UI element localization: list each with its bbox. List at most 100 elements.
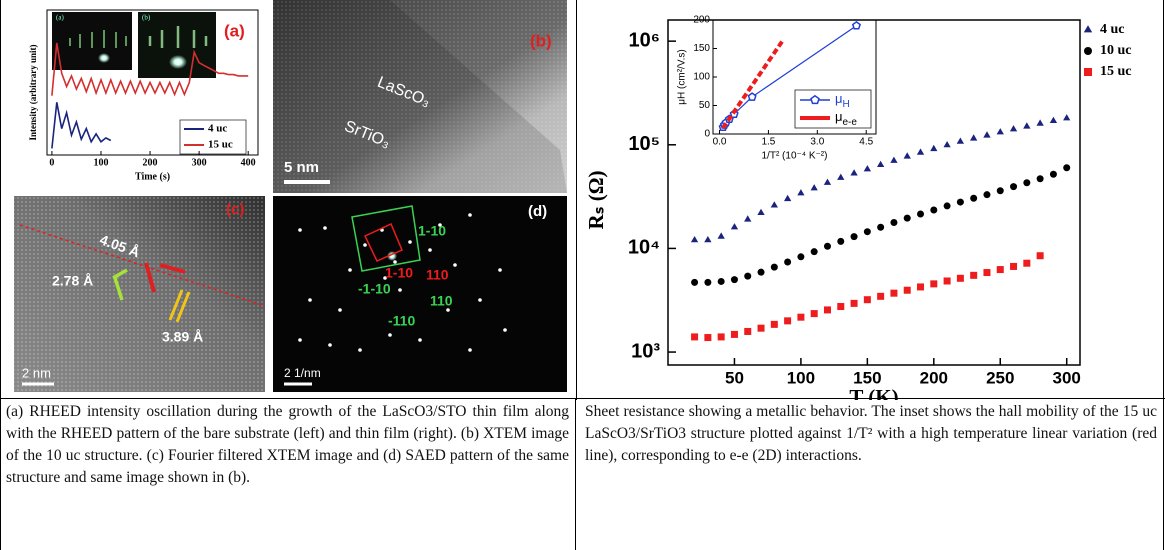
inset-label: (a) [56,14,64,22]
legend-label: 10 uc [1100,43,1132,58]
marker [996,187,1004,195]
scale-label: 2 nm [22,365,51,380]
legend-label: 4 uc [208,123,227,135]
marker [730,330,738,338]
spot [446,308,450,312]
marker [810,94,820,105]
marker [863,165,871,172]
scale-label: 2 1/nm [284,366,321,380]
marker-yellow [168,289,191,323]
marker [757,268,765,276]
marker [930,280,938,288]
marker [797,189,805,196]
marker [863,228,871,236]
y-axis-label: μH (cm²/V.s) [677,49,688,104]
marker [983,191,991,199]
spot [363,243,367,247]
marker [930,144,938,152]
marker [837,303,845,311]
axes-frame [46,9,259,156]
marker [956,198,964,206]
marker [757,208,765,215]
marker [810,184,818,191]
legend-label: 15 uc [208,139,233,151]
marker [903,152,911,159]
film-region [273,0,567,193]
marker [744,215,752,222]
marker [1010,262,1018,270]
caption-right: Sheet resistance showing a metallic beha… [585,403,1157,464]
y-tick-label: 0 [704,129,710,140]
marker [903,286,911,294]
marker [837,173,845,180]
interface-line [19,224,263,306]
spot [408,240,412,244]
marker [877,223,885,231]
spot [98,53,110,63]
marker [917,210,925,218]
series-line [51,102,112,149]
diffraction-spots [298,213,507,352]
marker [744,327,752,335]
marker [810,248,818,256]
marker [717,333,725,341]
marker [1083,25,1093,33]
cell-border [1163,399,1164,550]
marker [823,178,832,185]
marker [956,274,964,282]
marker [797,313,805,321]
spot [383,276,387,280]
x-tick-label: 200 [143,157,158,168]
marker [810,310,818,318]
marker [851,20,861,30]
marker [890,156,898,163]
x-axis-label: T (K) [849,385,898,400]
marker [1036,252,1044,260]
marker [903,214,911,222]
marker [1063,114,1071,121]
marker [996,128,1004,135]
marker [983,131,991,138]
marker [890,218,898,226]
marker [1063,164,1071,172]
marker [1036,119,1044,126]
marker [1009,125,1018,132]
marker [1036,175,1044,183]
marker [797,253,805,261]
y-tick-label: 50 [699,100,711,111]
marker [690,236,699,243]
spot [398,288,402,292]
red-cell [363,222,403,262]
legend-label: μe-e [835,109,857,127]
y-axis-label: Intensity (arbitrary unit) [28,45,38,141]
index-label: -110 [388,313,415,329]
index-label: 110 [430,293,453,309]
spot [453,263,457,267]
marker [770,263,778,271]
spacing-label: 2.78 Å [52,273,93,289]
legend-label: 4 uc [1100,22,1125,37]
cell-border [0,399,576,550]
marker-red [159,263,186,274]
caption-left: (a) RHEED intensity oscillation during t… [6,403,569,486]
marker [823,306,831,314]
spot [468,348,472,352]
marker [890,289,898,297]
figure: (a) (b) (a) (b) LaScO₃ SrTiO₃ 5 nm (c) 4… [0,0,1165,400]
marker [970,271,978,279]
marker [770,201,778,208]
x-tick-label: 3.0 [810,137,824,148]
marker [1023,179,1031,187]
marker [1023,122,1031,129]
streaks [148,26,208,48]
marker [744,272,752,280]
spot [298,228,302,232]
marker [930,206,938,214]
marker [863,296,871,304]
marker-red [144,262,156,293]
marker [757,324,765,332]
spot [498,268,502,272]
panel-label: (c) [226,201,244,218]
panel-d-image [273,196,567,392]
